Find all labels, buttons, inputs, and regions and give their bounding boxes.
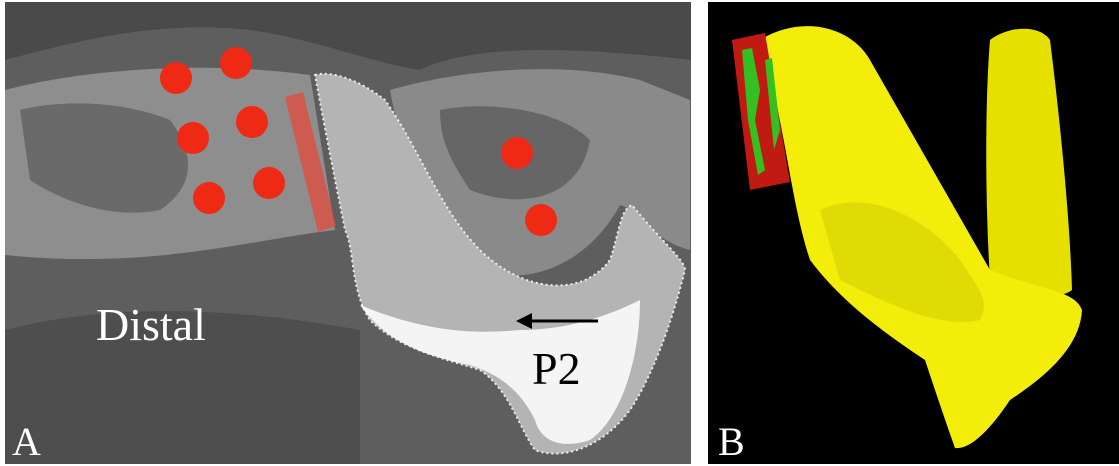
- marker: [236, 106, 268, 138]
- marker: [177, 122, 209, 154]
- panel-b: B: [708, 2, 1119, 464]
- marker: [220, 47, 252, 79]
- panel-a: Distal P2 A: [5, 2, 691, 464]
- marker: [160, 62, 192, 94]
- marker: [193, 182, 225, 214]
- panel-label: A: [12, 419, 41, 464]
- annotation-p2: P2: [532, 343, 581, 394]
- panel-label: B: [718, 419, 745, 464]
- marker: [253, 167, 285, 199]
- figure: Distal P2 A B: [0, 0, 1119, 466]
- marker: [525, 204, 557, 236]
- marker: [501, 137, 533, 169]
- annotation-distal: Distal: [96, 299, 206, 350]
